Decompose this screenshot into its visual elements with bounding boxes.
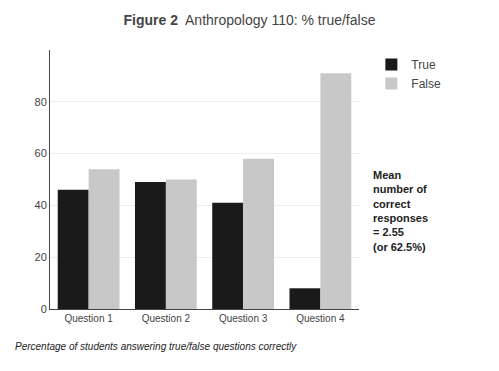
svg-text:80: 80 xyxy=(35,96,47,108)
svg-text:Percentage of students answeri: Percentage of students answering true/fa… xyxy=(15,341,297,352)
svg-text:False: False xyxy=(411,77,441,91)
svg-text:0: 0 xyxy=(41,303,47,315)
svg-text:Meannumber ofcorrectresponses=: Meannumber ofcorrectresponses= 2.55(or 6… xyxy=(373,169,428,253)
svg-text:Figure 2 Anthropology 110: %: Figure 2 Anthropology 110: % true/false xyxy=(124,12,376,28)
svg-text:20: 20 xyxy=(35,251,47,263)
svg-text:40: 40 xyxy=(35,199,47,211)
svg-text:60: 60 xyxy=(35,147,47,159)
svg-text:Question 4: Question 4 xyxy=(296,313,345,324)
svg-text:Question 2: Question 2 xyxy=(142,313,191,324)
svg-text:Question 3: Question 3 xyxy=(219,313,268,324)
svg-text:Question 1: Question 1 xyxy=(64,313,113,324)
svg-text:True: True xyxy=(411,58,436,72)
